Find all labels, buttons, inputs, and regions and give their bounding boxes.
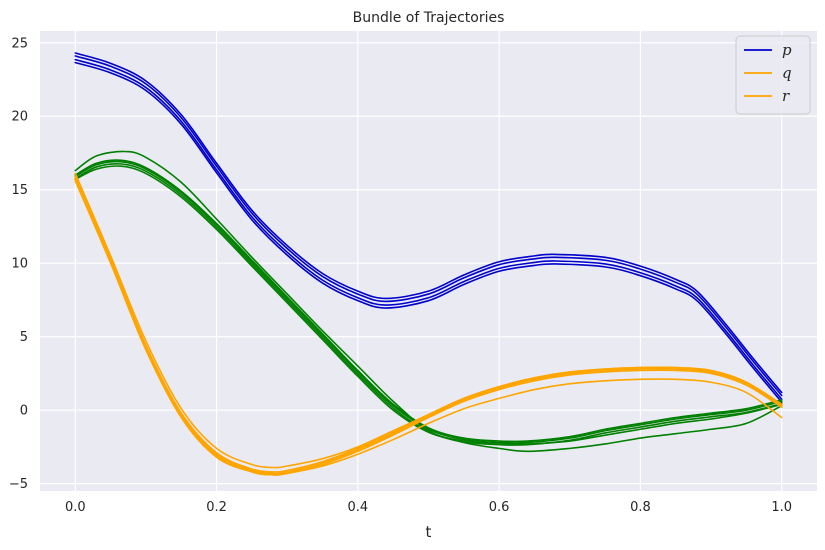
x-tick-label: 0.0 — [65, 500, 86, 515]
y-tick-label: 20 — [11, 110, 28, 125]
x-tick-label: 0.8 — [630, 500, 651, 515]
x-tick-label: 1.0 — [771, 500, 792, 515]
series-line-p-0-0 — [74, 52, 783, 394]
series-line-r-2-0 — [74, 150, 783, 453]
grid — [40, 31, 817, 491]
chart-title: Bundle of Trajectories — [353, 10, 505, 26]
y-tick-label: 0 — [20, 404, 28, 419]
legend-label-p: p — [782, 41, 792, 59]
y-tick-label: 15 — [11, 183, 28, 198]
series-line-q-6-0 — [74, 180, 783, 476]
x-tick-labels: 0.0 0.2 0.4 0.6 0.8 1.0 — [65, 500, 792, 515]
series-line-p-0-1 — [74, 55, 783, 397]
series-line-q-5-0 — [74, 172, 783, 469]
series-line-q-4-2 — [74, 178, 783, 476]
legend-frame — [735, 35, 811, 115]
series-line-r-1-1 — [74, 160, 783, 444]
y-tick-label: −5 — [9, 477, 28, 492]
x-tick-label: 0.4 — [348, 500, 369, 515]
series-line-r-1-2 — [74, 163, 783, 446]
y-tick-label: 25 — [11, 36, 28, 51]
series-line-q-4-1 — [74, 177, 783, 475]
legend-label-q: q — [782, 64, 792, 82]
y-tick-label: 5 — [20, 330, 28, 345]
x-tick-label: 0.2 — [206, 500, 227, 515]
y-tick-labels: −5 0 5 10 15 20 25 — [9, 36, 28, 492]
y-tick-label: 10 — [11, 257, 28, 272]
legend-label-r: r — [782, 87, 790, 105]
series-line-p-0-3 — [74, 61, 783, 403]
series-lines — [74, 52, 783, 476]
series-line-p-0-2 — [74, 58, 783, 400]
x-tick-label: 0.6 — [489, 500, 510, 515]
x-axis-label: t — [426, 523, 432, 541]
legend[interactable]: pqr — [735, 35, 811, 115]
